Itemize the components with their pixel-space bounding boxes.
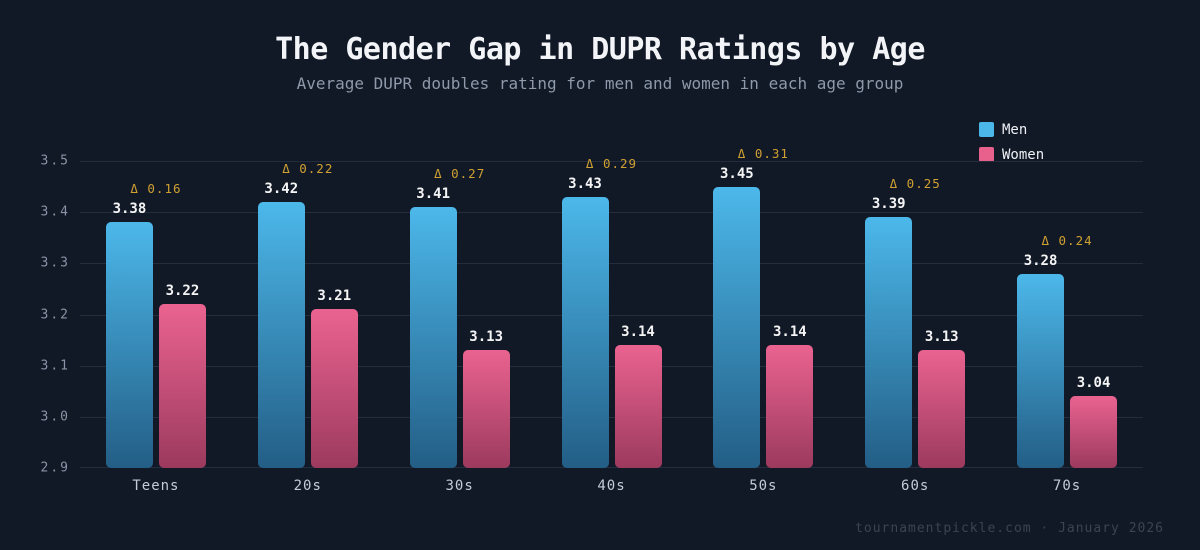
bar-value-label: 3.04	[1076, 375, 1111, 392]
y-axis-labels: 2.9 3.0 3.1 3.2 3.3 3.4 3.5	[18, 154, 70, 476]
x-tick-label: Teens	[132, 478, 180, 494]
y-tick-label: 3.2	[40, 307, 70, 322]
bar-men-60s[interactable]	[865, 217, 913, 468]
gridline	[80, 161, 1143, 162]
bar-value-label: 3.13	[469, 329, 503, 346]
plot-area: 3.38 3.22 Δ 0.16 3.42 3.21 Δ 0.22 3.41 3.13 Δ 0.…	[80, 146, 1143, 468]
x-axis-labels: Teens 20s 30s 40s 50s 60s 70s	[80, 478, 1143, 498]
delta-label: Δ 0.29	[585, 155, 638, 171]
bar-women-50s[interactable]	[766, 345, 814, 468]
bar-women-30s[interactable]	[462, 350, 510, 468]
footer-credit: tournamentpickle.com · January 2026	[855, 521, 1164, 536]
bar-value-label: 3.43	[568, 175, 602, 192]
bar-women-teens[interactable]	[158, 304, 206, 468]
chart-title: The Gender Gap in DUPR Ratings by Age	[275, 32, 925, 67]
delta-label: Δ 0.31	[737, 145, 789, 161]
legend-label-men: Men	[1002, 121, 1028, 138]
bar-value-label: 3.14	[621, 324, 655, 341]
bar-men-70s[interactable]	[1017, 273, 1065, 468]
legend: Men Women	[979, 118, 1044, 166]
gridline	[80, 314, 1143, 316]
bar-value-label: 3.13	[924, 329, 959, 346]
bar-value-label: 3.14	[772, 324, 807, 341]
legend-item-men[interactable]: Men	[979, 118, 1044, 141]
legend-item-women[interactable]: Women	[979, 143, 1044, 166]
bar-value-label: 3.45	[719, 165, 754, 182]
delta-label: Δ 0.22	[282, 160, 334, 176]
bar-value-label: 3.21	[317, 288, 352, 305]
bar-men-teens[interactable]	[105, 222, 153, 468]
bar-women-20s[interactable]	[310, 309, 358, 468]
bar-value-label: 3.22	[165, 283, 200, 300]
y-tick-label: 3.5	[40, 153, 70, 169]
bar-women-70s[interactable]	[1070, 396, 1118, 468]
bar-women-60s[interactable]	[918, 350, 966, 468]
women-color-swatch	[979, 147, 994, 162]
x-tick-label: 60s	[901, 478, 930, 494]
delta-label: Δ 0.27	[434, 166, 486, 182]
y-tick-label: 3.3	[40, 255, 70, 271]
delta-label: Δ 0.25	[889, 176, 941, 192]
x-tick-label: 70s	[1052, 478, 1082, 494]
x-tick-label: 30s	[445, 478, 474, 494]
y-tick-label: 3.0	[40, 409, 70, 425]
x-tick-label: 40s	[597, 478, 626, 494]
bar-men-20s[interactable]	[257, 201, 305, 468]
gridline	[80, 365, 1143, 367]
bar-value-label: 3.38	[112, 201, 147, 218]
y-tick-label: 2.9	[40, 460, 70, 476]
bar-men-30s[interactable]	[409, 207, 457, 468]
bar-men-40s[interactable]	[561, 196, 609, 468]
bar-men-50s[interactable]	[713, 186, 761, 468]
bar-value-label: 3.41	[416, 186, 450, 203]
bar-value-label: 3.42	[264, 180, 299, 197]
bar-value-label: 3.39	[871, 196, 906, 213]
bar-value-label: 3.28	[1023, 252, 1058, 269]
y-tick-label: 3.1	[40, 358, 70, 374]
bar-women-40s[interactable]	[614, 345, 662, 468]
x-tick-label: 20s	[293, 478, 322, 494]
x-tick-label: 50s	[749, 478, 778, 494]
legend-label-women: Women	[1002, 146, 1045, 163]
delta-label: Δ 0.24	[1041, 232, 1093, 248]
y-tick-label: 3.4	[40, 204, 70, 220]
gridline	[80, 212, 1143, 214]
gridline	[80, 467, 1143, 468]
men-color-swatch	[979, 122, 994, 137]
delta-label: Δ 0.16	[130, 181, 182, 197]
gridline	[80, 263, 1143, 265]
chart-subtitle: Average DUPR doubles rating for men and …	[296, 74, 904, 93]
gridline	[80, 416, 1143, 418]
